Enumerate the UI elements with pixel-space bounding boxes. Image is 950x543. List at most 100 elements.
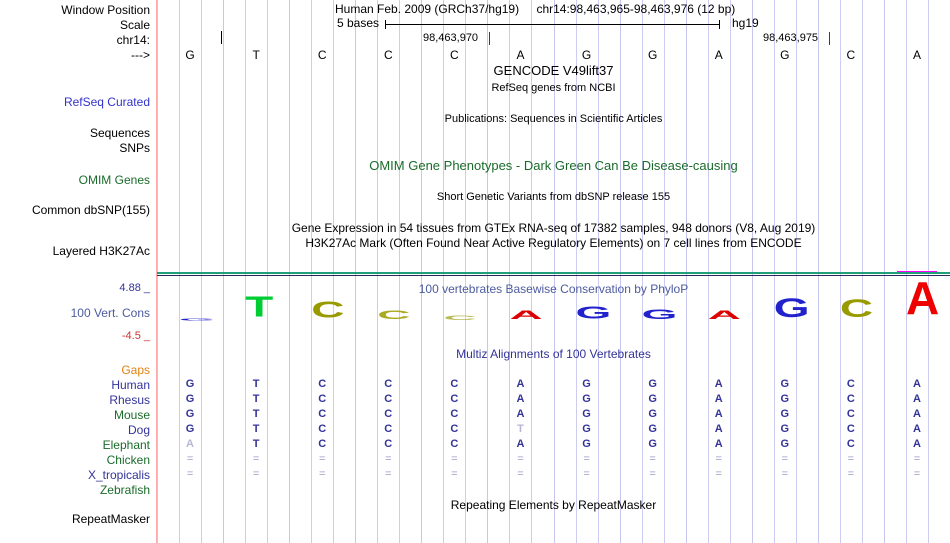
label-omim-genes[interactable]: OMIM Genes [78,173,150,187]
gridline [576,0,577,543]
alignment-base: G [582,378,591,390]
gridline [201,0,202,543]
assembly-db-label: hg19 [732,16,759,30]
alignment-base: G [780,378,790,390]
sequence-base: A [714,48,723,62]
label-snps[interactable]: SNPs [119,141,150,155]
ruler-tick-2 [829,32,830,45]
alignment-base: = [451,453,458,465]
alignment-base: C [384,423,393,435]
label-layered-h3k27ac[interactable]: Layered H3K27Ac [52,244,150,258]
alignment-base: G [648,438,657,450]
label-gaps: Gaps [121,363,150,377]
ruler-tick-0 [221,31,222,44]
gridline [686,0,687,543]
gridline [752,0,753,543]
alignment-base: = [649,453,656,465]
alignment-base: G [648,408,657,420]
sequence-base: A [516,48,525,62]
track-title-refseq-ncbi: RefSeq genes from NCBI [491,82,616,94]
ruler-label-1: 98,463,970 [423,32,479,44]
alignment-row [157,482,950,496]
phylop-base-letter: A [905,272,940,324]
alignment-base: = [913,453,921,465]
track-title-multiz: Multiz Alignments of 100 Vertebrates [456,347,651,361]
alignment-base: = [451,468,458,480]
gridline [179,0,180,543]
label-species-rhesus: Rhesus [109,393,150,407]
alignment-base: = [847,453,855,465]
gridline [642,0,643,543]
alignment-base: C [384,438,393,450]
label-cons-title[interactable]: 100 Vert. Cons [70,306,150,320]
alignment-base: C [450,393,459,405]
label-cons-max: 4.88 _ [119,282,150,294]
label-species-mouse: Mouse [113,408,150,422]
alignment-base: T [252,408,260,420]
alignment-base: A [714,393,723,405]
label-repeatmasker[interactable]: RepeatMasker [71,512,150,526]
alignment-base: = [385,453,392,465]
alignment-base: = [913,468,921,480]
phylop-base-letter: G [773,292,810,323]
alignment-base: C [450,408,459,420]
alignment-base: = [715,468,722,480]
phylop-base-letter: T [245,290,274,323]
alignment-row: = = = = = = = = = = = = [157,467,950,481]
sequence-base: T [252,48,260,62]
alignment-base: = [649,468,656,480]
gridline [664,0,665,543]
gridline [620,0,621,543]
window-position-header: Human Feb. 2009 (GRCh37/hg19) chr14:98,4… [157,3,950,15]
gridline [884,0,885,543]
alignment-base: C [384,393,393,405]
alignment-base: G [185,393,195,405]
alignment-base: A [186,438,194,450]
alignment-base: C [318,423,327,435]
alignment-base: A [714,423,723,435]
sequence-base: G [581,48,592,62]
label-scale: Scale [119,18,150,32]
alignment-base: G [648,423,657,435]
track-title-h3k27ac: H3K27Ac Mark (Often Found Near Active Re… [305,236,802,250]
label-refseq-curated[interactable]: RefSeq Curated [63,95,150,109]
alignment-base: = [517,453,524,465]
alignment-base: G [185,408,195,420]
track-title-phylop: 100 vertebrates Basewise Conservation by… [418,282,689,296]
label-species-zebrafish: Zebrafish [99,483,150,497]
alignment-base: A [714,378,723,390]
sequence-base: C [383,48,393,62]
sequence-base: G [185,48,195,62]
gridline [377,0,378,543]
alignment-base: = [186,468,194,480]
track-title-gtex: Gene Expression in 54 tissues from GTEx … [291,221,816,235]
alignment-base: T [252,393,260,405]
gridline [509,0,510,543]
phylop-base-letter: C [839,294,874,323]
alignment-base: A [516,378,525,390]
alignment-base: G [582,393,591,405]
scale-bar-right-cap [719,20,720,29]
ruler-tick-1 [489,32,490,45]
sequence-base: G [780,48,790,62]
gridline [487,0,488,543]
gridline [774,0,775,543]
phylop-base-letter: C [377,308,411,322]
scale-row: 5 bases hg19 [157,17,950,31]
gridline [465,0,466,543]
gridline [708,0,709,543]
alignment-base: G [780,438,790,450]
alignment-base: A [912,408,921,420]
label-sequences[interactable]: Sequences [89,126,150,140]
alignment-base: T [517,423,524,435]
label-chrom: chr14: [116,33,150,47]
label-common-dbsnp[interactable]: Common dbSNP(155) [31,203,150,217]
gridline [289,0,290,543]
label-data-separator [156,0,157,543]
alignment-base: = [781,453,788,465]
alignment-base: C [318,408,327,420]
gridline [598,0,599,543]
alignment-base: G [582,408,591,420]
